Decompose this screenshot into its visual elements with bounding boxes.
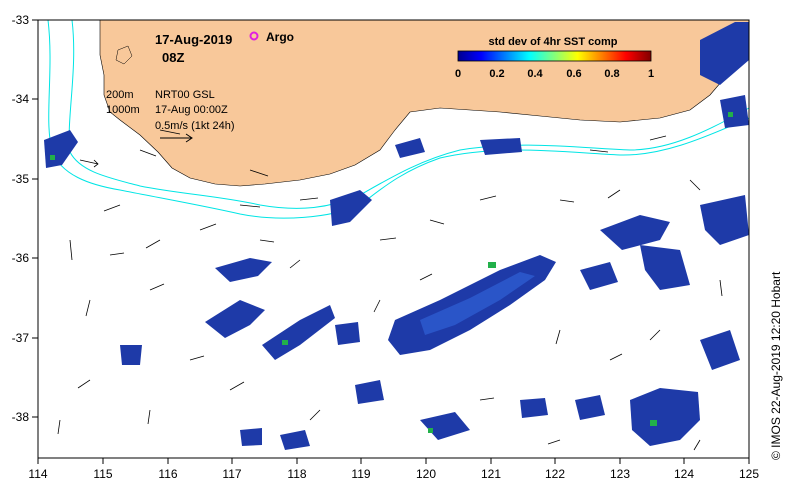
colorbar-tick: 0.2 <box>489 68 504 80</box>
contour-200-label: 200m <box>106 89 134 101</box>
lat-tick-label: -36 <box>12 251 30 265</box>
info-legend: 200m 1000m NRT00 GSL 17-Aug 00:00Z 0.5m/… <box>106 89 234 143</box>
sst-patches <box>44 22 749 450</box>
land-mass <box>99 19 750 187</box>
lat-tick-label: -38 <box>12 410 30 424</box>
axis-ticks <box>32 19 750 464</box>
lon-tick-label: 124 <box>674 467 694 481</box>
lat-tick-label: -33 <box>12 13 30 27</box>
lon-tick-label: 116 <box>158 467 177 481</box>
credit-label: © IMOS 22-Aug-2019 12:20 Hobart <box>769 271 783 460</box>
lon-tick-label: 122 <box>545 467 565 481</box>
colorbar-gradient <box>457 50 652 62</box>
argo-legend: Argo <box>249 30 294 44</box>
lon-tick-labels: 114 115 116 117 118 119 120 121 122 123 … <box>28 467 759 481</box>
scale-arrow-icon <box>160 133 193 143</box>
lat-tick-labels: -33 -34 -35 -36 -37 -38 <box>12 13 30 424</box>
hour-label: 08Z <box>162 50 184 65</box>
lon-tick-label: 114 <box>28 467 47 481</box>
colorbar-tick: 0.6 <box>566 68 581 80</box>
lon-tick-label: 120 <box>416 467 436 481</box>
lon-tick-label: 115 <box>93 467 112 481</box>
lon-tick-label: 119 <box>351 467 370 481</box>
argo-label: Argo <box>266 30 294 44</box>
product-time-label: 17-Aug 00:00Z <box>155 104 228 116</box>
island <box>115 45 133 65</box>
product-label: NRT00 GSL <box>155 89 215 101</box>
lat-tick-label: -34 <box>12 92 30 106</box>
lon-tick-label: 123 <box>610 467 630 481</box>
argo-marker-icon <box>249 31 259 41</box>
lat-tick-label: -35 <box>12 172 30 186</box>
colorbar-tick: 0.8 <box>604 68 619 80</box>
colorbar-tick: 0.4 <box>527 68 543 80</box>
colorbar-title: std dev of 4hr SST comp <box>489 36 618 48</box>
lon-tick-label: 125 <box>739 467 759 481</box>
map-frame <box>37 19 750 459</box>
lon-tick-label: 121 <box>481 467 501 481</box>
contour-1000-label: 1000m <box>106 104 140 116</box>
date-label: 17-Aug-2019 <box>155 32 232 47</box>
vector-scale-label: 0.5m/s (1kt 24h) <box>155 120 234 132</box>
colorbar-tick: 1 <box>648 68 654 80</box>
colorbar-tick: 0 <box>455 68 461 80</box>
lon-tick-label: 118 <box>287 467 306 481</box>
lat-tick-label: -37 <box>12 331 30 345</box>
current-vectors <box>57 129 723 451</box>
lon-tick-label: 117 <box>222 467 241 481</box>
credit-panel: © IMOS 22-Aug-2019 12:20 Hobart <box>769 271 783 460</box>
colorbar: std dev of 4hr SST comp 0 0.2 0.4 0.6 0.… <box>455 36 654 80</box>
